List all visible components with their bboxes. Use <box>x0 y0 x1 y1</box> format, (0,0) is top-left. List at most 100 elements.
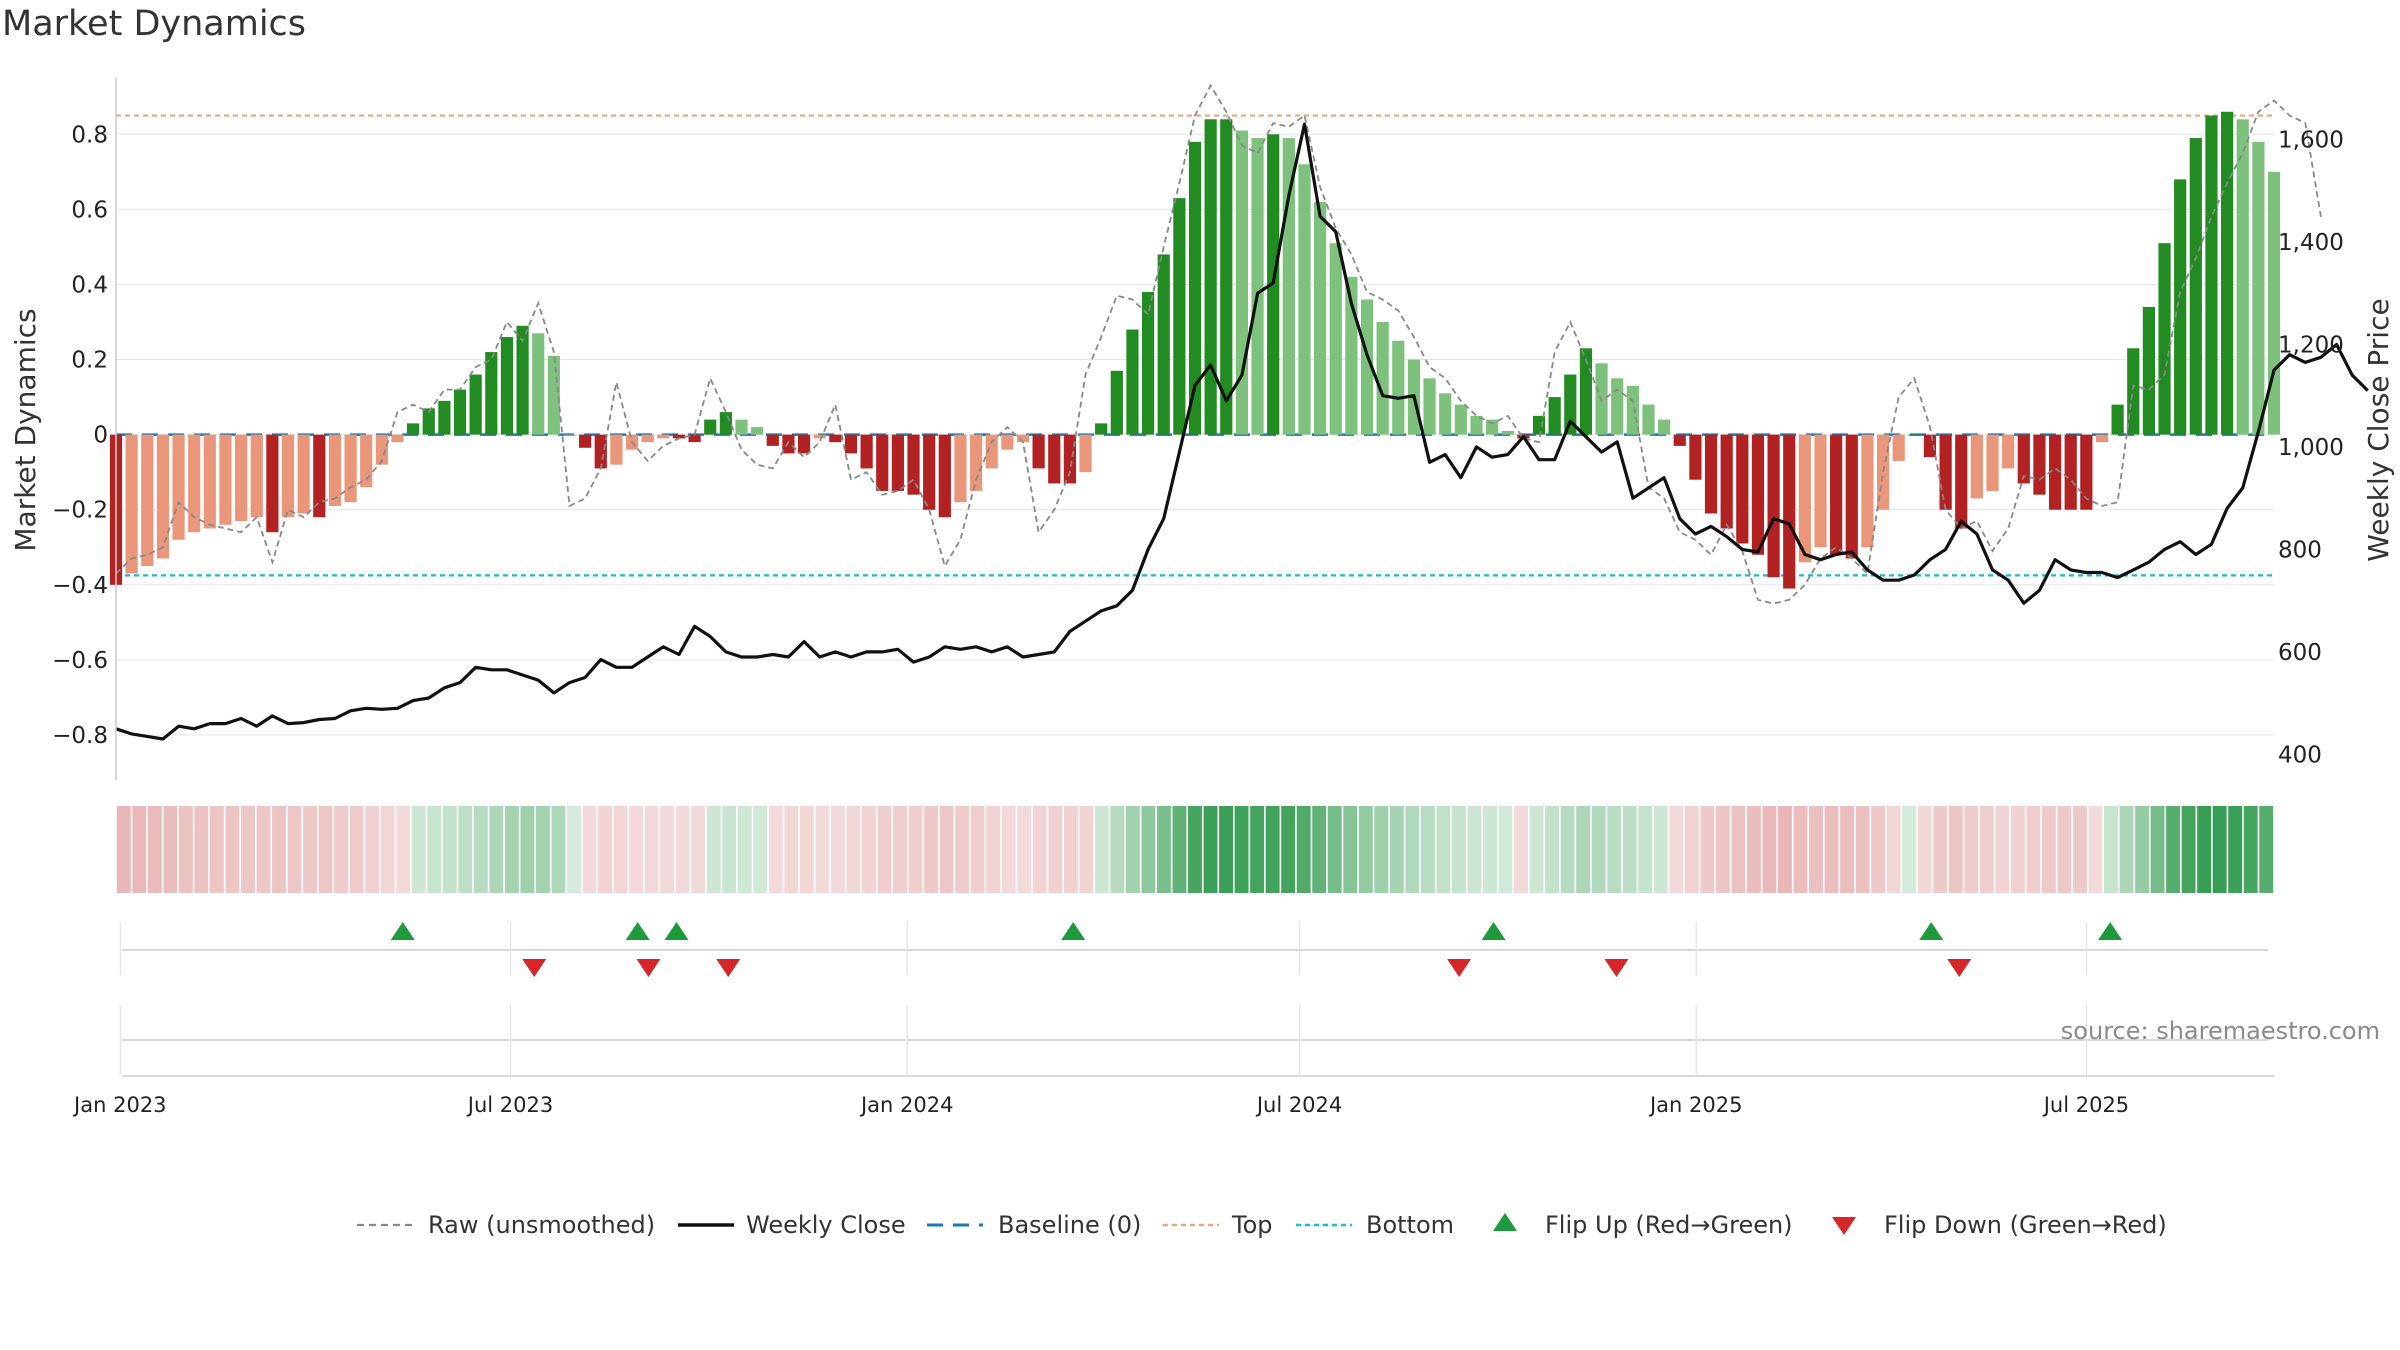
dynamics-bar <box>485 352 498 435</box>
regime-cell <box>2088 806 2103 893</box>
regime-cell <box>660 806 675 893</box>
legend-close-label: Weekly Close <box>746 1211 906 1239</box>
dynamics-bar <box>1032 434 1045 469</box>
regime-cell <box>768 806 783 893</box>
dynamics-bar <box>954 434 967 503</box>
regime-cell <box>411 806 426 893</box>
dynamics-bar <box>891 434 904 491</box>
dynamics-bar <box>1564 374 1577 435</box>
regime-cell <box>1560 806 1575 893</box>
regime-cell <box>535 806 550 893</box>
flip-down-marker <box>716 959 741 977</box>
dynamics-bar <box>1548 397 1561 435</box>
flip-up-marker <box>2098 922 2123 940</box>
regime-cell <box>1964 806 1979 893</box>
regime-cell <box>924 806 939 893</box>
axes: −0.8 −0.6 −0.4 −0.2 0 0.2 0.4 0.6 0.8 400 600 800 1,… <box>52 78 2344 780</box>
regime-cell <box>1451 806 1466 893</box>
dynamics-bar <box>1736 434 1749 544</box>
regime-cell <box>567 806 581 893</box>
regime-cell <box>1591 806 1606 893</box>
regime-cell <box>1250 806 1265 893</box>
dynamics-bar <box>719 412 732 435</box>
legend-baseline-label: Baseline (0) <box>998 1211 1141 1239</box>
dynamics-bar <box>2033 434 2046 495</box>
dynamics-bar <box>1814 434 1827 548</box>
regime-cell <box>1389 806 1404 893</box>
dynamics-bar <box>751 427 764 435</box>
dynamics-bar <box>1141 291 1155 435</box>
dynamics-bar <box>1376 322 1389 435</box>
regime-cell <box>2212 806 2227 893</box>
regime-cell <box>1281 806 1296 893</box>
dynamics-bar <box>1126 329 1139 435</box>
regime-cell <box>1917 806 1932 893</box>
regime-cell <box>458 806 473 893</box>
regime-cell <box>1219 806 1234 893</box>
regime-cell <box>986 806 1001 893</box>
legend-raw-label: Raw (unsmoothed) <box>428 1211 655 1239</box>
dynamics-bar <box>876 434 889 491</box>
regime-cell <box>1374 806 1389 893</box>
dynamics-bar <box>1611 378 1624 435</box>
regime-cell <box>1746 806 1761 893</box>
dynamics-bar <box>1329 243 1342 435</box>
regime-cell <box>970 806 985 893</box>
regime-cell <box>908 806 923 893</box>
dynamics-bar <box>235 434 248 521</box>
regime-cell <box>380 806 395 893</box>
dynamics-bar <box>2095 434 2109 443</box>
y-tick-label: −0.8 <box>52 723 108 749</box>
dynamics-bar <box>1970 434 1983 499</box>
legend-item-bottom: Bottom <box>1296 1211 1454 1239</box>
regime-cell <box>2072 806 2087 893</box>
dynamics-bar <box>375 434 388 465</box>
y-tick-label: 0 <box>93 423 108 449</box>
flip-markers <box>119 922 2268 977</box>
dynamics-bar <box>1939 434 1952 510</box>
dynamics-bar <box>938 434 951 518</box>
regime-cell <box>116 806 131 893</box>
regime-cell <box>784 806 799 893</box>
dynamics-bar <box>2017 434 2030 484</box>
dynamics-bar <box>203 434 216 529</box>
regime-cell <box>1296 806 1311 893</box>
x-tick-label: Jan 2023 <box>72 1093 167 1117</box>
dynamics-bar <box>1501 430 1514 435</box>
dynamics-bar <box>1079 434 1092 473</box>
regime-cell <box>1265 806 1280 893</box>
regime-cell <box>722 806 737 893</box>
dynamics-bar <box>907 434 920 495</box>
regime-cell <box>334 806 349 893</box>
dynamics-bar <box>1704 434 1718 514</box>
dynamics-bar <box>532 333 545 435</box>
dynamics-bar <box>1220 119 1233 435</box>
regime-cell <box>1622 806 1637 893</box>
regime-cell <box>1777 806 1792 893</box>
regime-cell <box>489 806 504 893</box>
regime-cell <box>2119 806 2134 893</box>
y2-axis-title: Weekly Close Price <box>2362 298 2395 561</box>
y-tick-label: −0.4 <box>52 573 108 599</box>
regime-cell <box>1001 806 1016 893</box>
dynamics-bar <box>1845 434 1858 559</box>
dynamics-bar <box>422 408 435 435</box>
dynamics-bar <box>407 423 420 435</box>
regime-cell <box>318 806 333 893</box>
regime-cell <box>2166 806 2181 893</box>
dynamics-bar <box>1298 164 1311 435</box>
dynamics-bar <box>516 325 529 435</box>
regime-cell <box>1156 806 1171 893</box>
regime-cell <box>1234 806 1249 893</box>
flip-down-marker <box>1447 959 1472 977</box>
regime-cell <box>2228 806 2243 893</box>
dynamics-bar <box>141 434 154 567</box>
legend-flip-up-label: Flip Up (Red→Green) <box>1545 1211 1793 1239</box>
flip-up-marker <box>1481 922 1506 940</box>
y2-tick-label: 1,400 <box>2278 230 2344 256</box>
dynamics-bar <box>1204 119 1217 435</box>
dynamics-bar <box>2205 115 2218 435</box>
regime-cell <box>442 806 457 893</box>
dynamics-bar <box>766 434 779 446</box>
